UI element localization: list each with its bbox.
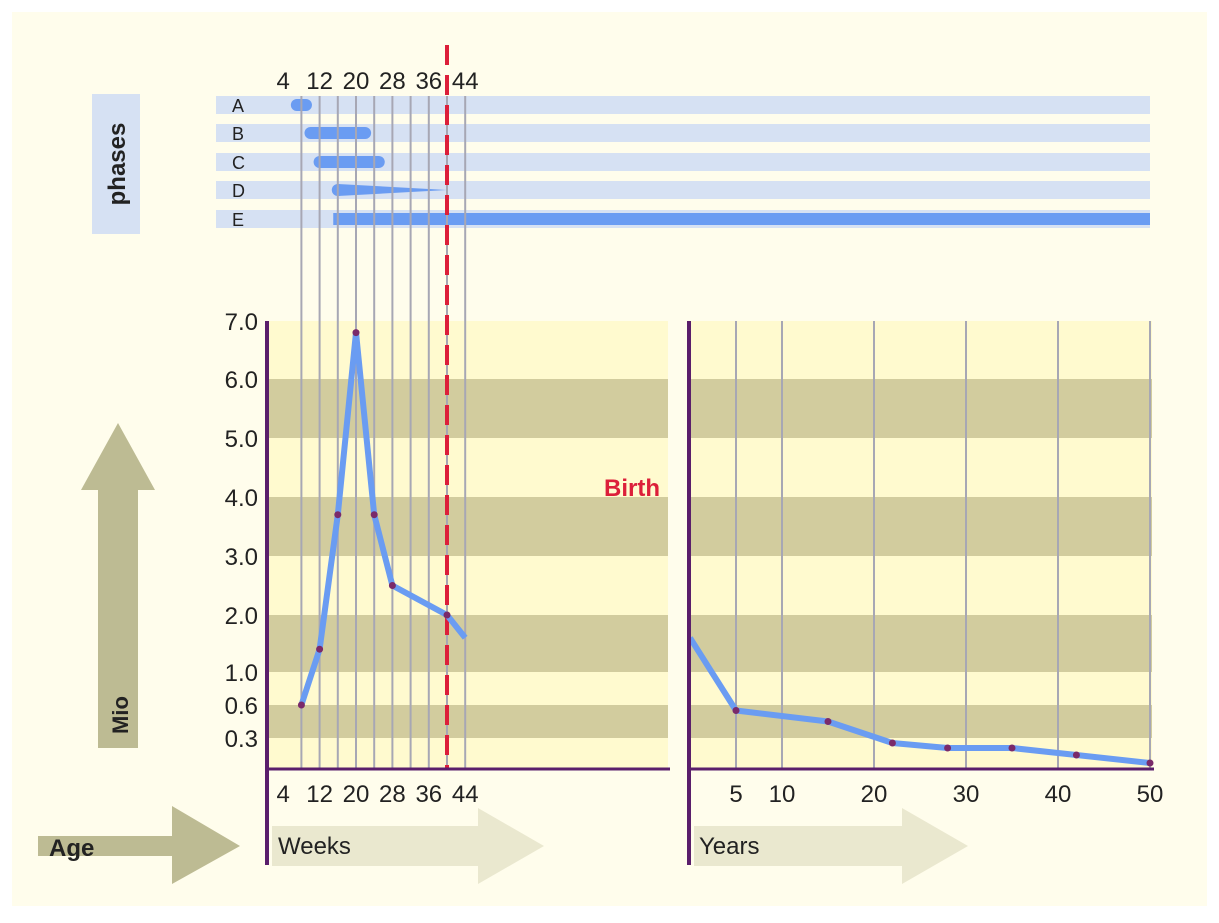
x-tick-week-label: 36 [415,781,442,808]
data-point-years-7 [1146,759,1154,767]
x-tick-week-label: 28 [379,781,406,808]
weeks-label: Weeks [278,833,351,860]
age-label: Age [49,835,94,862]
data-point-years-1 [732,707,740,714]
phase-label-b: B [232,124,244,144]
top-tick-label: 4 [277,68,290,95]
y-tick-label: 2.0 [225,603,258,630]
band-weeks-6 [268,672,668,705]
phase-label-c: C [232,153,245,173]
y-tick-label: 0.3 [225,726,258,753]
x-tick-week-label: 20 [343,781,370,808]
band-years-2 [690,438,1152,497]
x-tick-week-label: 44 [452,781,479,808]
age-arrow-shape [38,806,240,884]
x-tick-week-label: 4 [277,781,290,808]
phase-row-d [216,181,1150,199]
phase-row-b [216,124,1150,142]
birth-label: Birth [604,475,660,502]
x-tick-year-label: 40 [1045,781,1072,808]
phases-title: phases [104,123,131,206]
phase-row-c [216,153,1150,171]
data-point-weeks-5 [388,582,396,589]
band-weeks-2 [268,438,668,497]
data-point-weeks-0 [297,701,305,709]
weeks-arrow-shape [272,808,544,884]
band-weeks-7 [268,705,668,738]
band-years-1 [690,379,1152,438]
y-tick-label: 0.6 [225,693,258,720]
x-tick-year-label: 30 [953,781,980,808]
x-tick-week-label: 12 [306,781,333,808]
top-tick-label: 28 [379,68,406,95]
phase-label-e: E [232,210,244,230]
top-tick-label: 44 [452,68,479,95]
x-tick-year-label: 5 [729,781,742,808]
data-point-weeks-3 [352,329,360,337]
band-weeks-3 [268,497,668,556]
data-point-weeks-6 [443,611,451,619]
y-tick-label: 7.0 [225,309,258,336]
data-point-years-3 [888,739,896,747]
y-tick-label: 3.0 [225,544,258,571]
data-point-years-2 [824,718,832,725]
data-point-weeks-4 [370,511,378,519]
data-point-years-4 [944,744,952,752]
band-years-6 [690,672,1152,705]
band-weeks-5 [268,615,668,672]
data-point-years-6 [1072,751,1080,759]
band-years-5 [690,615,1152,672]
band-weeks-1 [268,379,668,438]
band-weeks-0 [268,321,668,379]
y-axis-arrow-label: Mio [108,696,133,734]
series-line-weeks [298,329,468,706]
band-years-3 [690,497,1152,556]
phase-label-a: A [232,96,244,116]
y-tick-label: 6.0 [225,367,258,394]
phase-row-a [216,96,1150,114]
data-point-years-5 [1008,744,1016,752]
band-weeks-4 [268,556,668,615]
band-years-4 [690,556,1152,615]
band-weeks-8 [268,738,668,768]
data-point-weeks-2 [334,511,342,519]
band-years-0 [690,321,1152,379]
phase-label-d: D [232,181,245,201]
x-tick-year-label: 10 [769,781,796,808]
y-tick-label: 1.0 [225,660,258,687]
y-axis-arrow-shape [81,423,155,748]
years-arrow-shape [694,808,968,884]
x-tick-year-label: 50 [1137,781,1164,808]
data-point-weeks-1 [316,645,324,653]
x-tick-year-label: 20 [861,781,888,808]
top-tick-label: 12 [306,68,333,95]
phases-title-box [92,94,140,234]
band-years-7 [690,705,1152,738]
series-line-years [687,636,1151,766]
years-label: Years [699,833,760,860]
y-tick-label: 4.0 [225,485,258,512]
y-tick-label: 5.0 [225,426,258,453]
top-tick-label: 36 [415,68,442,95]
top-tick-label: 20 [343,68,370,95]
